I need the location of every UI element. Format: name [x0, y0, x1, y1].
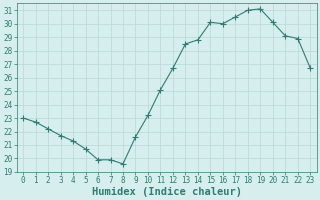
X-axis label: Humidex (Indice chaleur): Humidex (Indice chaleur) — [92, 186, 242, 197]
